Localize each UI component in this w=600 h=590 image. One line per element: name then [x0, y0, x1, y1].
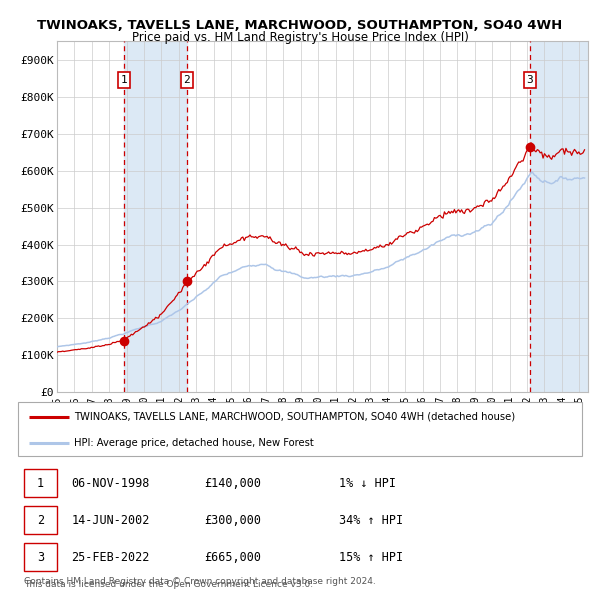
- Text: This data is licensed under the Open Government Licence v3.0.: This data is licensed under the Open Gov…: [23, 580, 313, 589]
- Text: 1% ↓ HPI: 1% ↓ HPI: [340, 477, 397, 490]
- Bar: [530, 41, 588, 392]
- Text: 25-FEB-2022: 25-FEB-2022: [71, 550, 150, 563]
- Text: 3: 3: [37, 550, 44, 563]
- Text: 2: 2: [37, 514, 44, 527]
- Text: £140,000: £140,000: [204, 477, 261, 490]
- Text: TWINOAKS, TAVELLS LANE, MARCHWOOD, SOUTHAMPTON, SO40 4WH: TWINOAKS, TAVELLS LANE, MARCHWOOD, SOUTH…: [37, 19, 563, 32]
- Bar: [124, 41, 187, 392]
- FancyBboxPatch shape: [23, 506, 58, 534]
- Text: HPI: Average price, detached house, New Forest: HPI: Average price, detached house, New …: [74, 438, 314, 448]
- Text: £300,000: £300,000: [204, 514, 261, 527]
- Text: 14-JUN-2002: 14-JUN-2002: [71, 514, 150, 527]
- Text: 3: 3: [526, 75, 533, 85]
- Text: 15% ↑ HPI: 15% ↑ HPI: [340, 550, 404, 563]
- Text: 34% ↑ HPI: 34% ↑ HPI: [340, 514, 404, 527]
- Text: 1: 1: [37, 477, 44, 490]
- Text: 1: 1: [121, 75, 127, 85]
- Text: 2: 2: [184, 75, 190, 85]
- Text: Price paid vs. HM Land Registry's House Price Index (HPI): Price paid vs. HM Land Registry's House …: [131, 31, 469, 44]
- FancyBboxPatch shape: [23, 470, 58, 497]
- Text: 06-NOV-1998: 06-NOV-1998: [71, 477, 150, 490]
- Text: £665,000: £665,000: [204, 550, 261, 563]
- FancyBboxPatch shape: [23, 543, 58, 571]
- Text: TWINOAKS, TAVELLS LANE, MARCHWOOD, SOUTHAMPTON, SO40 4WH (detached house): TWINOAKS, TAVELLS LANE, MARCHWOOD, SOUTH…: [74, 412, 515, 422]
- FancyBboxPatch shape: [18, 402, 582, 456]
- Text: Contains HM Land Registry data © Crown copyright and database right 2024.: Contains HM Land Registry data © Crown c…: [23, 576, 376, 586]
